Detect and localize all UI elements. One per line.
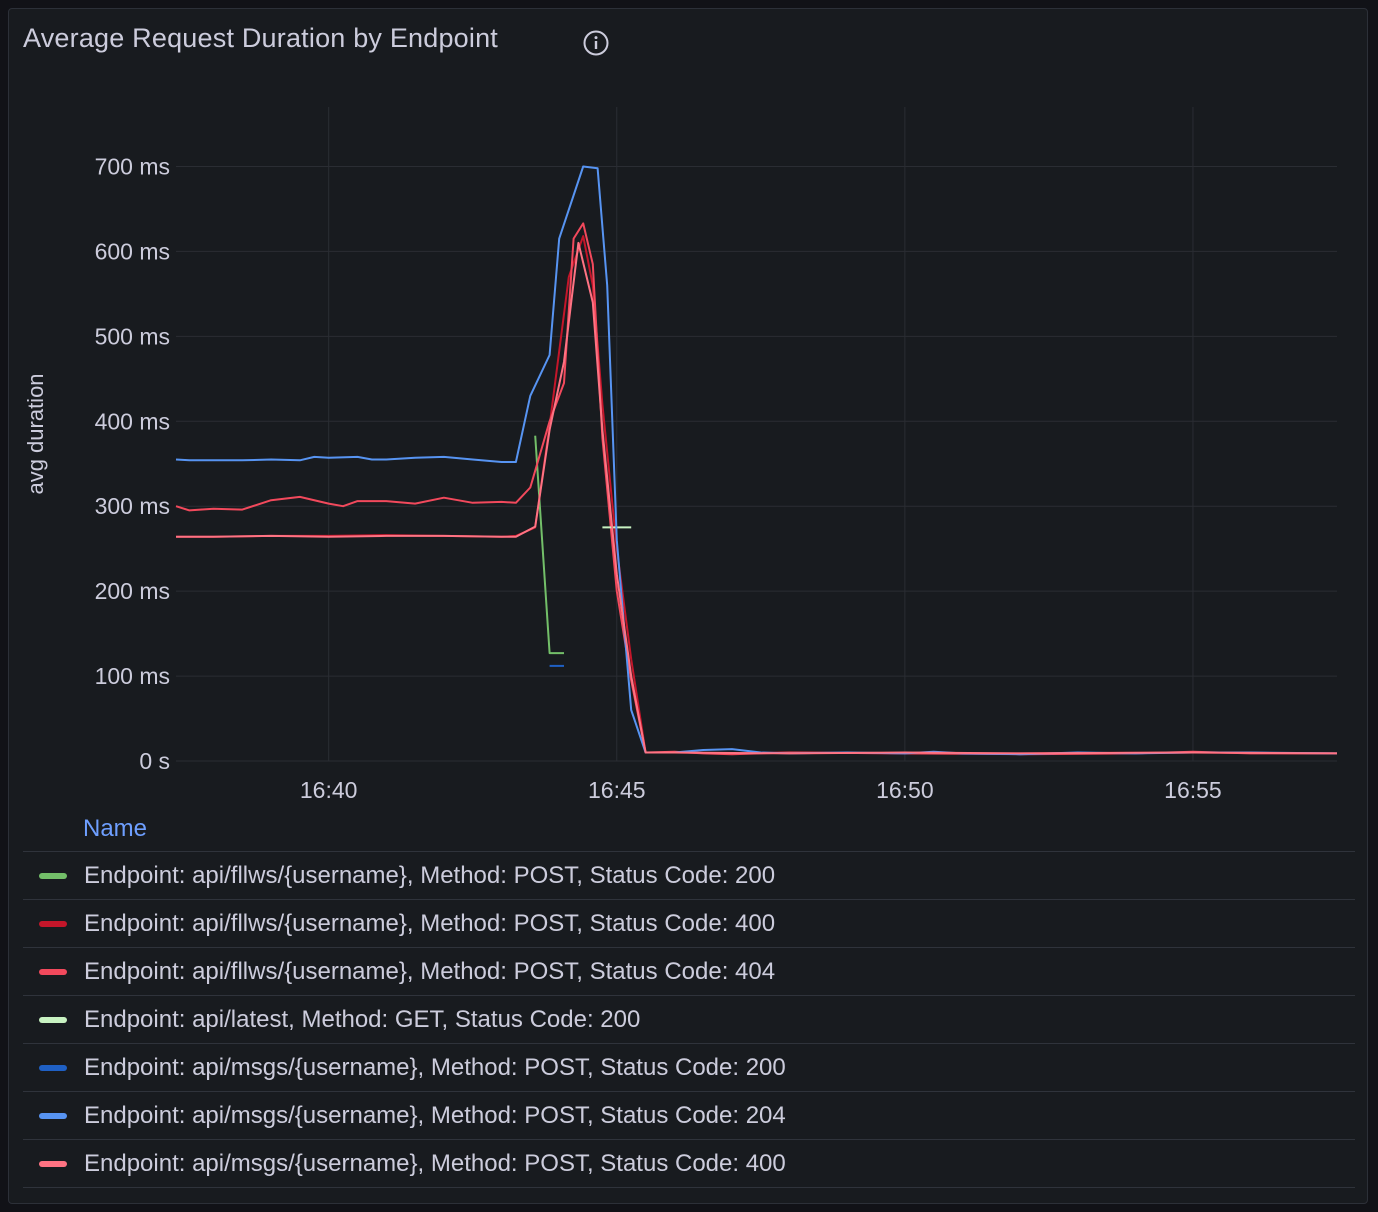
legend-label: Endpoint: api/msgs/{username}, Method: P… [84,1053,786,1081]
series-line-1 [534,435,564,655]
legend-swatch [39,968,67,975]
info-icon[interactable] [582,29,610,57]
y-tick-label: 0 s [139,748,170,774]
legend-label: Endpoint: api/fllws/{username}, Method: … [84,861,776,889]
series-line-3 [175,222,1337,756]
legend-item[interactable]: Endpoint: api/latest, Method: GET, Statu… [23,995,1355,1043]
legend-label: Endpoint: api/msgs/{username}, Method: P… [84,1149,786,1177]
legend-label: Endpoint: api/msgs/{username}, Method: P… [84,1101,786,1129]
chart-panel: Average Request Duration by Endpoint 0 s… [8,8,1368,1204]
legend-item[interactable]: Endpoint: api/msgs/{username}, Method: P… [23,1139,1355,1188]
legend-label: Endpoint: api/fllws/{username}, Method: … [84,957,776,985]
y-tick-label: 700 ms [95,153,170,179]
legend-item[interactable]: Endpoint: api/fllws/{username}, Method: … [23,899,1355,947]
line-chart[interactable]: 0 s 100 ms 200 ms 300 ms 400 ms 500 ms 600 ms 7… [9,9,1367,809]
legend-swatch [39,920,67,927]
x-tick-label: 16:50 [876,777,934,803]
legend-item[interactable]: Endpoint: api/msgs/{username}, Method: P… [23,1091,1355,1139]
series-line-6 [175,165,1338,756]
legend-swatch [39,1064,67,1071]
legend-swatch [39,872,67,879]
legend-label: Endpoint: api/latest, Method: GET, Statu… [84,1005,641,1033]
y-tick-label: 400 ms [95,408,170,434]
series-line-7 [176,241,1338,755]
y-tick-label: 200 ms [95,578,170,604]
y-tick-label: 500 ms [95,323,170,349]
x-tick-label: 16:55 [1164,777,1222,803]
y-tick-label: 600 ms [95,238,170,264]
y-axis-label: avg duration [23,373,48,494]
legend-header[interactable]: Name [83,815,148,842]
x-tick-label: 16:40 [300,777,358,803]
legend-label: Endpoint: api/fllws/{username}, Method: … [84,909,776,937]
legend-item[interactable]: Endpoint: api/msgs/{username}, Method: P… [23,1043,1355,1091]
legend-item[interactable]: Endpoint: api/fllws/{username}, Method: … [23,851,1355,899]
legend-swatch [39,1160,67,1167]
y-tick-label: 100 ms [95,663,170,689]
legend-item[interactable]: Endpoint: api/fllws/{username}, Method: … [23,947,1355,995]
legend-swatch [39,1016,67,1023]
panel-title: Average Request Duration by Endpoint [23,23,499,53]
x-tick-label: 16:45 [588,777,646,803]
y-tick-label: 300 ms [95,493,170,519]
legend-swatch [39,1112,67,1119]
chart-legend: Endpoint: api/fllws/{username}, Method: … [23,851,1355,1188]
